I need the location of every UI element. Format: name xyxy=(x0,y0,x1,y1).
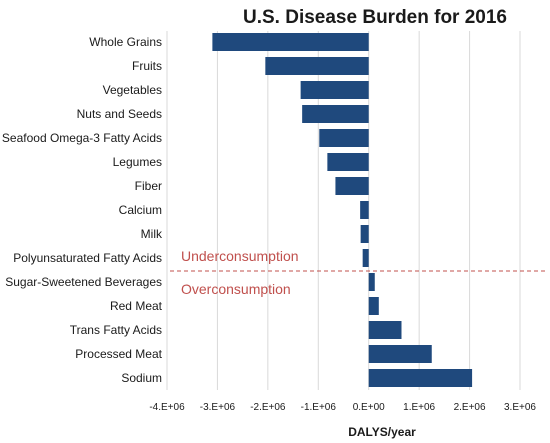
category-label: Red Meat xyxy=(110,299,163,313)
category-label: Legumes xyxy=(113,155,162,169)
bar xyxy=(368,297,379,315)
x-tick-label: -1.E+06 xyxy=(301,402,337,413)
category-labels: Whole Grains Fruits Vegetables Nuts and See… xyxy=(2,35,163,385)
category-label: Sugar-Sweetened Beverages xyxy=(5,275,162,289)
bar xyxy=(360,225,369,243)
category-label: Milk xyxy=(141,227,163,241)
chart-title: U.S. Disease Burden for 2016 xyxy=(243,7,507,28)
bar xyxy=(368,321,402,339)
category-label: Trans Fatty Acids xyxy=(70,323,162,337)
bar xyxy=(327,153,369,171)
x-tick-label: 2.E+06 xyxy=(454,402,486,413)
bar xyxy=(300,81,369,99)
bar xyxy=(362,249,369,267)
bar xyxy=(360,201,369,219)
bar xyxy=(368,273,375,291)
x-tick-label: -2.E+06 xyxy=(250,402,286,413)
category-label: Seafood Omega-3 Fatty Acids xyxy=(2,131,162,145)
x-tick-label: -4.E+06 xyxy=(149,402,185,413)
category-label: Nuts and Seeds xyxy=(77,107,162,121)
category-label: Fiber xyxy=(135,179,162,193)
x-tick-label: -3.E+06 xyxy=(200,402,236,413)
category-label: Processed Meat xyxy=(75,347,162,361)
category-label: Polyunsaturated Fatty Acids xyxy=(13,251,162,265)
bars xyxy=(212,33,473,387)
bar xyxy=(368,345,432,363)
x-axis-title: DALYS/year xyxy=(348,425,416,439)
underconsumption-annotation: Underconsumption xyxy=(181,248,299,264)
bar xyxy=(302,105,369,123)
category-label: Fruits xyxy=(132,59,162,73)
x-tick-labels: -4.E+06 -3.E+06 -2.E+06 -1.E+06 0.E+00 1.E+06… xyxy=(149,402,536,413)
bar xyxy=(368,369,473,387)
category-label: Sodium xyxy=(121,371,162,385)
x-tick-label: 0.E+00 xyxy=(353,402,385,413)
category-label: Calcium xyxy=(119,203,162,217)
overconsumption-annotation: Overconsumption xyxy=(181,281,291,297)
bar xyxy=(265,57,369,75)
bar xyxy=(319,129,369,147)
x-tick-label: 1.E+06 xyxy=(403,402,435,413)
category-label: Vegetables xyxy=(103,83,162,97)
x-tick-label: 3.E+06 xyxy=(504,402,536,413)
bar xyxy=(335,177,369,195)
bar xyxy=(212,33,369,51)
category-label: Whole Grains xyxy=(89,35,162,49)
